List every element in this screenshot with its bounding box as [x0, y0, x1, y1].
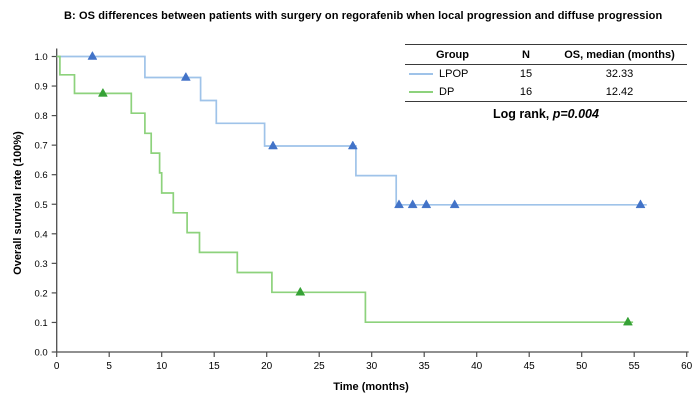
censor-mark-lpop: [407, 199, 418, 209]
lpop-line-swatch: [409, 73, 433, 75]
censor-mark-lpop: [180, 71, 191, 81]
y-tick-label: 0.3: [34, 259, 47, 270]
table-rule-mid: [405, 64, 687, 65]
legend-table: Group N OS, median (months) LPOP 15 32.3…: [405, 44, 687, 121]
y-tick-label: 0.9: [34, 82, 47, 93]
x-tick-label: 50: [576, 361, 588, 372]
censor-mark-lpop: [449, 199, 460, 209]
legend-header-group: Group: [436, 49, 469, 61]
y-tick-label: 0.8: [34, 111, 47, 122]
legend-row-dp: DP 16 12.42: [405, 83, 687, 101]
censor-mark-lpop: [421, 199, 432, 209]
x-tick-label: 10: [156, 361, 168, 372]
km-curve-lpop: [56, 55, 647, 206]
censor-mark-lpop: [268, 140, 278, 150]
censor-mark-dp: [622, 316, 633, 326]
dp-median-os: 12.42: [605, 86, 634, 98]
lpop-n: 15: [519, 68, 533, 80]
x-tick-label: 25: [314, 361, 326, 372]
x-tick-label: 35: [419, 361, 431, 372]
y-tick-label: 0.7: [34, 141, 47, 152]
y-tick-label: 0.0: [34, 348, 47, 359]
censor-mark-lpop: [394, 199, 404, 209]
x-tick-label: 60: [681, 361, 693, 372]
x-tick-label: 40: [471, 361, 483, 372]
dp-label: DP: [439, 86, 455, 98]
x-axis-label: Time (months): [333, 381, 409, 393]
legend-header-os: OS, median (months): [564, 49, 675, 61]
censor-mark-lpop: [635, 199, 646, 209]
censor-mark-dp: [295, 286, 306, 296]
x-tick-label: 30: [366, 361, 378, 372]
y-tick-label: 0.2: [34, 288, 47, 299]
censor-mark-lpop: [87, 50, 98, 60]
dp-line-swatch: [409, 91, 433, 93]
y-tick-label: 0.6: [34, 170, 47, 181]
x-tick-label: 0: [54, 361, 60, 372]
table-rule-bottom: [405, 101, 687, 102]
y-tick-label: 0.4: [34, 229, 47, 240]
censor-mark-dp: [97, 87, 108, 97]
x-tick-label: 55: [629, 361, 641, 372]
table-rule-top: [405, 44, 687, 45]
y-tick-label: 1.0: [34, 52, 47, 63]
y-tick-label: 0.1: [34, 318, 47, 329]
legend-header-row: Group N OS, median (months): [405, 45, 687, 64]
dp-n: 16: [519, 86, 533, 98]
lpop-median-os: 32.33: [605, 68, 634, 80]
figure-title: B: OS differences between patients with …: [64, 10, 663, 22]
x-tick-label: 15: [209, 361, 221, 372]
log-rank-label: Log rank,: [493, 107, 553, 121]
y-tick-label: 0.5: [34, 200, 47, 211]
log-rank-note: Log rank, p=0.004: [405, 102, 687, 121]
log-rank-p-value: p=0.004: [552, 107, 599, 121]
x-tick-label: 45: [524, 361, 536, 372]
lpop-label: LPOP: [439, 68, 469, 80]
x-tick-label: 5: [106, 361, 112, 372]
x-tick-label: 20: [261, 361, 273, 372]
legend-row-lpop: LPOP 15 32.33: [405, 65, 687, 83]
legend-header-n: N: [522, 49, 530, 61]
censor-mark-lpop: [347, 140, 358, 150]
